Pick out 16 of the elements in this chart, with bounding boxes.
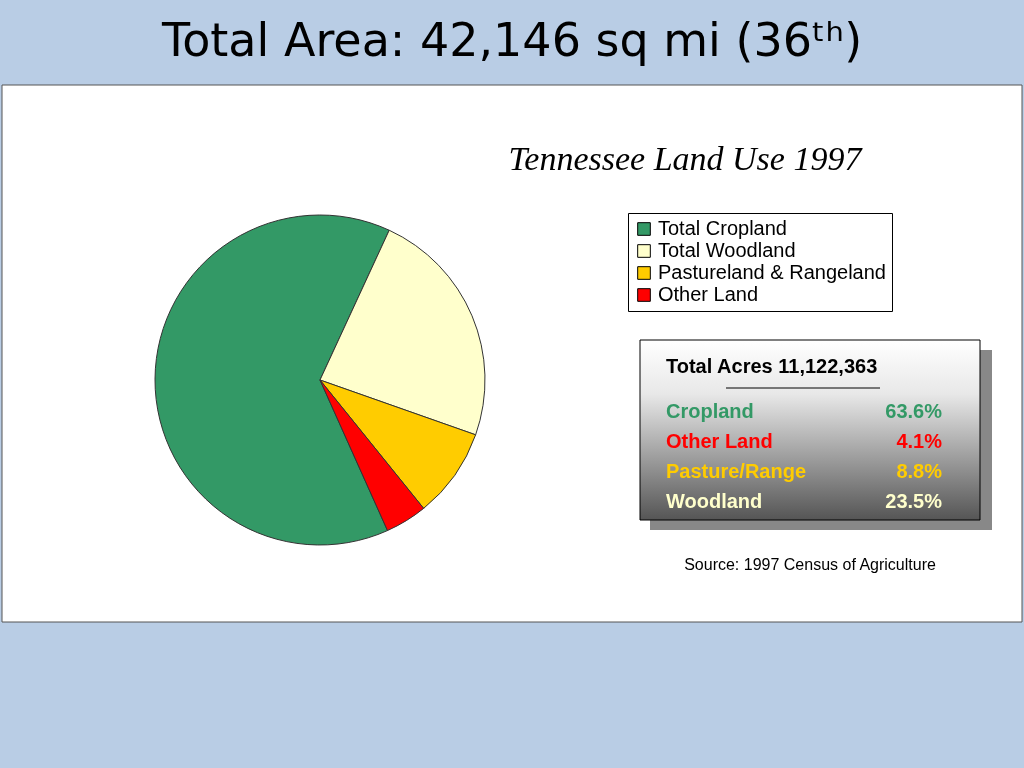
text: Cropland: [666, 400, 754, 422]
source-note: Source: 1997 Census of Agriculture: [684, 556, 936, 573]
text: Other Land: [666, 430, 773, 452]
text: 63.6%: [885, 400, 943, 422]
text: Total Acres 11,122,363: [666, 355, 878, 377]
text: 23.5%: [885, 490, 943, 512]
text: Pasture/Range: [666, 460, 807, 482]
text: 4.1%: [896, 430, 943, 452]
chart-subtitle: Tennessee Land Use 1997: [508, 140, 864, 177]
legend-label: Pastureland & Rangeland: [658, 261, 886, 283]
legend-label: Total Cropland: [658, 217, 787, 239]
text: 8.8%: [896, 460, 943, 482]
legend-label: Other Land: [658, 283, 759, 305]
text: Woodland: [666, 490, 763, 512]
chart-title: Total Area: 42,146 sq mi (36ᵗʰ): [160, 13, 863, 67]
legend-label: Total Woodland: [658, 239, 796, 261]
